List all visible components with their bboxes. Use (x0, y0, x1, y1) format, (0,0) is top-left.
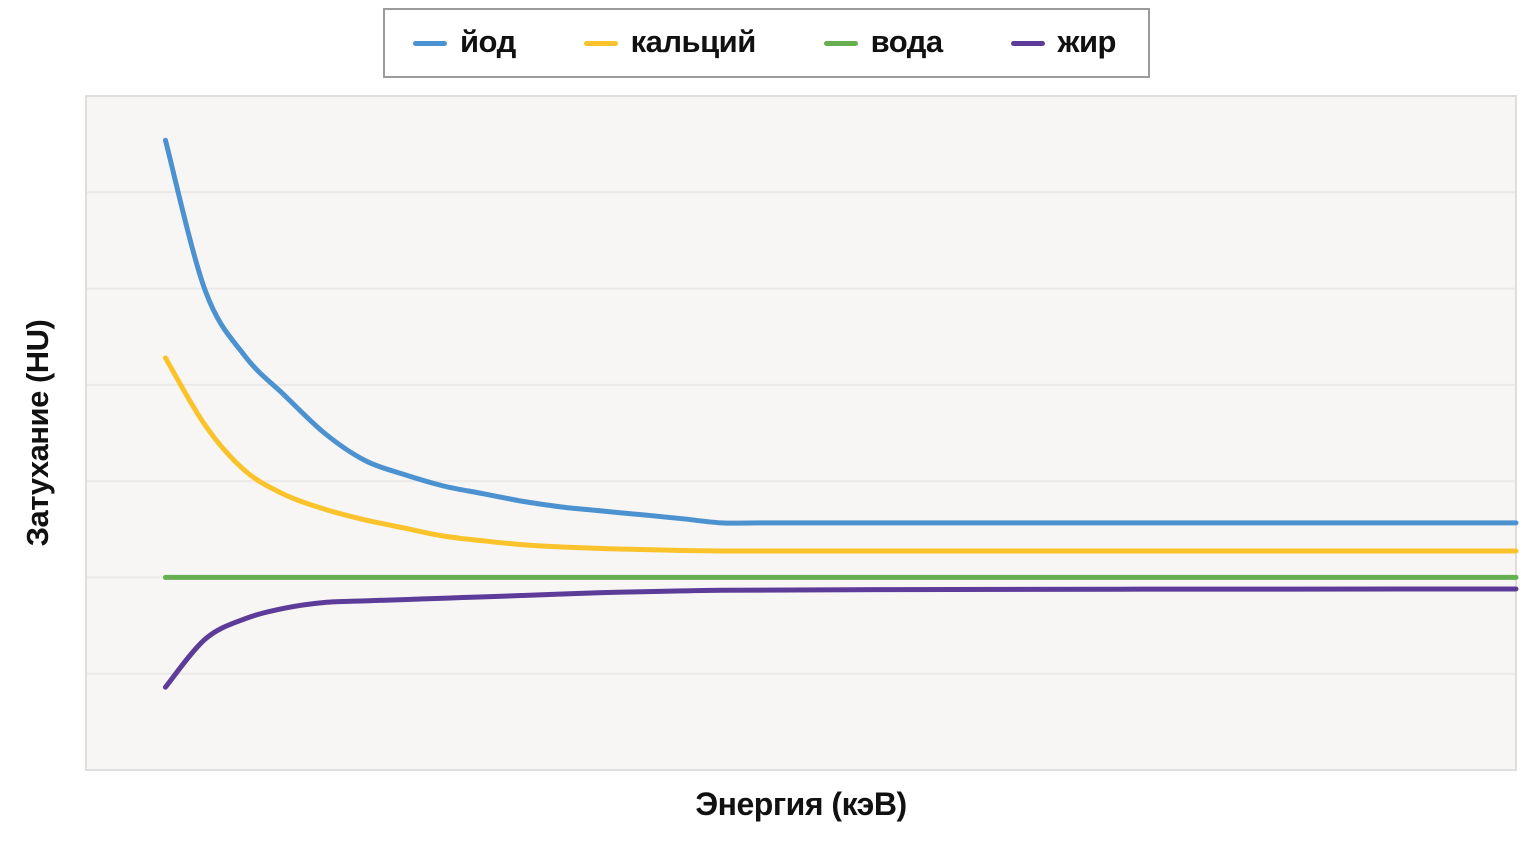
legend-dash-icon-iodine (413, 40, 447, 46)
legend-dash-icon-water (823, 40, 858, 46)
y-axis-title: Затухание (HU) (20, 319, 55, 547)
plot-border (85, 95, 1517, 771)
legend-label-water: вода (870, 23, 944, 59)
legend-label-fat: жир (1057, 23, 1117, 59)
line-iodine (162, 137, 1519, 526)
legend-label-calcium: кальций (630, 23, 757, 59)
legend-dash-icon-fat (1010, 40, 1045, 46)
legend-item-fat[interactable]: жир (1010, 23, 1117, 61)
plot-area (86, 96, 1516, 770)
legend-item-calcium[interactable]: кальций (583, 23, 757, 61)
legend-box: йод кальций вода жир (383, 8, 1150, 78)
line-fat (162, 586, 1519, 690)
x-axis-title: Энергия (кэВ) (695, 786, 907, 822)
line-calcium (162, 355, 1519, 554)
legend-label-iodine: йод (460, 23, 516, 59)
legend-item-iodine[interactable]: йод (413, 26, 516, 61)
legend-item-water[interactable]: вода (823, 23, 944, 61)
legend-dash-icon-calcium (583, 40, 618, 46)
